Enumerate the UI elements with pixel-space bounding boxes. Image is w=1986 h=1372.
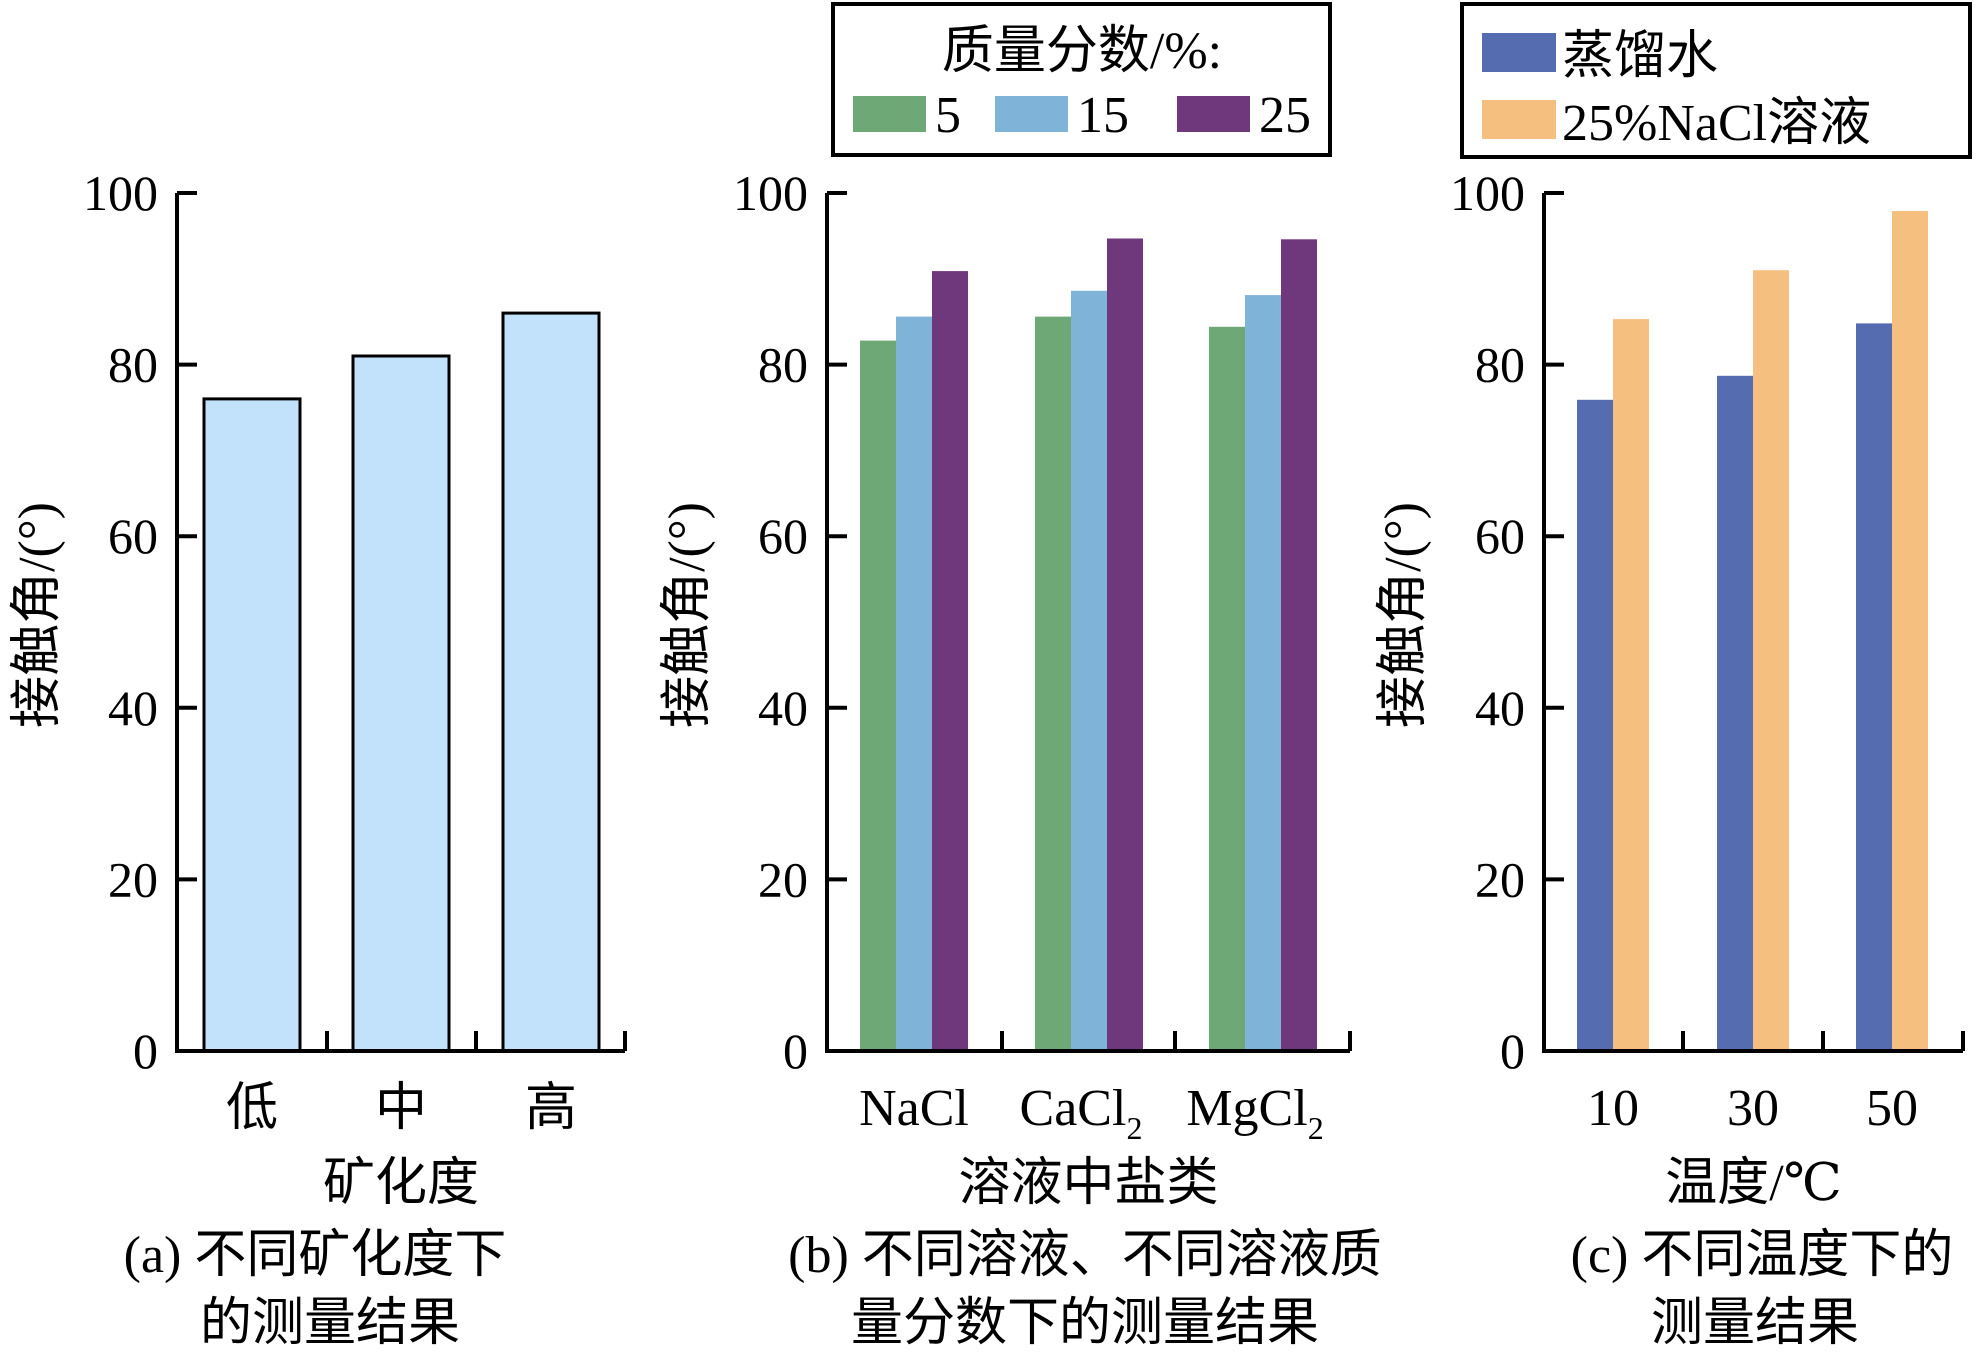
bar-c-25%NaCl溶液-1	[1753, 270, 1789, 1051]
legend-title-b: 质量分数/%:	[942, 23, 1222, 80]
x-tick-label-b-0: NaCl	[859, 1080, 969, 1137]
caption-line-a-1: 的测量结果	[200, 1295, 460, 1352]
legend-label-c-0: 蒸馏水	[1562, 28, 1718, 85]
y-tick-label-c-20: 20	[1475, 851, 1525, 907]
y-axis-title-b: 接触角/(°)	[659, 502, 716, 728]
bar-b-25-0	[932, 271, 968, 1052]
caption-line-c-1: 测量结果	[1651, 1295, 1859, 1352]
x-tick-label-c-2: 50	[1866, 1080, 1918, 1137]
legend-label-c-1: 25%NaCl溶液	[1562, 95, 1871, 152]
y-tick-label-b-0: 0	[783, 1023, 808, 1079]
caption-line-b-0: (b) 不同溶液、不同溶液质	[788, 1227, 1382, 1284]
y-tick-label-a-20: 20	[108, 851, 158, 907]
x-tick-label-a-0: 低	[226, 1080, 278, 1137]
caption-line-a-0: (a) 不同矿化度下	[124, 1227, 507, 1284]
legend-swatch-b-15	[995, 96, 1068, 132]
bar-c-蒸馏水-2	[1856, 323, 1892, 1051]
x-tick-label-main: CaCl	[1020, 1080, 1127, 1137]
bar-c-蒸馏水-1	[1717, 375, 1753, 1051]
x-tick-label-main: MgCl	[1186, 1080, 1307, 1137]
y-tick-label-b-60: 60	[758, 508, 808, 564]
x-tick-label-a-1: 中	[375, 1080, 427, 1137]
caption-line-b-1: 量分数下的测量结果	[851, 1295, 1319, 1352]
x-axis-title-b: 溶液中盐类	[958, 1155, 1218, 1212]
y-tick-label-a-40: 40	[108, 680, 158, 736]
panel-c: 0 20 40 60 80 100 接触角/(°) 10 30 50 温度/℃ (c) 不同温度下的测…	[1375, 2, 1972, 1352]
legend-label-b-5: 5	[935, 87, 961, 144]
legend-b: 质量分数/%: 5 15 25	[831, 2, 1332, 157]
y-tick-label-b-100: 100	[733, 165, 808, 221]
bar-a-value-2	[501, 311, 601, 1053]
bar-b-15-2	[1245, 295, 1281, 1052]
y-tick-label-b-40: 40	[758, 680, 808, 736]
x-tick-label-c-1: 30	[1727, 1080, 1779, 1137]
x-tick-label-c-0: 10	[1587, 1080, 1639, 1137]
bar-b-15-0	[896, 316, 932, 1052]
bar-b-5-2	[1209, 326, 1245, 1051]
bar-c-25%NaCl溶液-2	[1892, 211, 1928, 1051]
bar-b-5-0	[860, 340, 896, 1052]
x-tick-label-main: NaCl	[859, 1080, 969, 1137]
legend-swatch-b-5	[853, 96, 926, 132]
bar-b-5-1	[1035, 316, 1071, 1052]
y-tick-label-c-0: 0	[1500, 1023, 1525, 1079]
x-tick-label-subscript: 2	[1308, 1110, 1324, 1146]
bar-b-15-1	[1071, 290, 1107, 1051]
bar-a-value-0	[202, 397, 302, 1053]
bar-b-25-2	[1281, 239, 1317, 1052]
x-axis-title-a: 矿化度	[323, 1155, 479, 1212]
y-axis-title-c: 接触角/(°)	[1375, 502, 1432, 728]
legend-frame-c	[1460, 2, 1972, 159]
y-tick-label-a-60: 60	[108, 508, 158, 564]
bar-b-25-1	[1107, 238, 1143, 1051]
y-tick-label-a-100: 100	[83, 165, 158, 221]
bar-c-25%NaCl溶液-0	[1613, 319, 1649, 1052]
y-tick-label-c-60: 60	[1475, 508, 1525, 564]
bar-c-蒸馏水-0	[1577, 399, 1613, 1051]
legend-label-b-25: 25	[1259, 87, 1311, 144]
y-tick-label-b-80: 80	[758, 337, 808, 393]
legend-swatch-b-25	[1177, 96, 1250, 132]
y-tick-label-c-80: 80	[1475, 337, 1525, 393]
x-tick-label-b-1: CaCl2	[1020, 1080, 1143, 1146]
x-tick-label-b-2: MgCl2	[1186, 1080, 1323, 1146]
legend-swatch-c-0	[1482, 33, 1556, 72]
bar-a-value-1	[351, 354, 451, 1053]
y-tick-label-a-80: 80	[108, 337, 158, 393]
legend-c: 蒸馏水 25%NaCl溶液	[1460, 2, 1972, 159]
legend-label-b-15: 15	[1077, 87, 1129, 144]
caption-line-c-0: (c) 不同温度下的	[1571, 1227, 1954, 1284]
x-tick-label-subscript: 2	[1126, 1110, 1142, 1146]
x-tick-label-a-2: 高	[525, 1080, 577, 1137]
y-tick-label-b-20: 20	[758, 851, 808, 907]
legend-swatch-c-1	[1482, 100, 1556, 139]
y-tick-label-c-100: 100	[1450, 165, 1525, 221]
y-tick-label-c-40: 40	[1475, 680, 1525, 736]
y-tick-label-a-0: 0	[133, 1023, 158, 1079]
x-axis-title-c: 温度/℃	[1665, 1155, 1842, 1212]
y-axis-title-a: 接触角/(°)	[9, 502, 66, 728]
